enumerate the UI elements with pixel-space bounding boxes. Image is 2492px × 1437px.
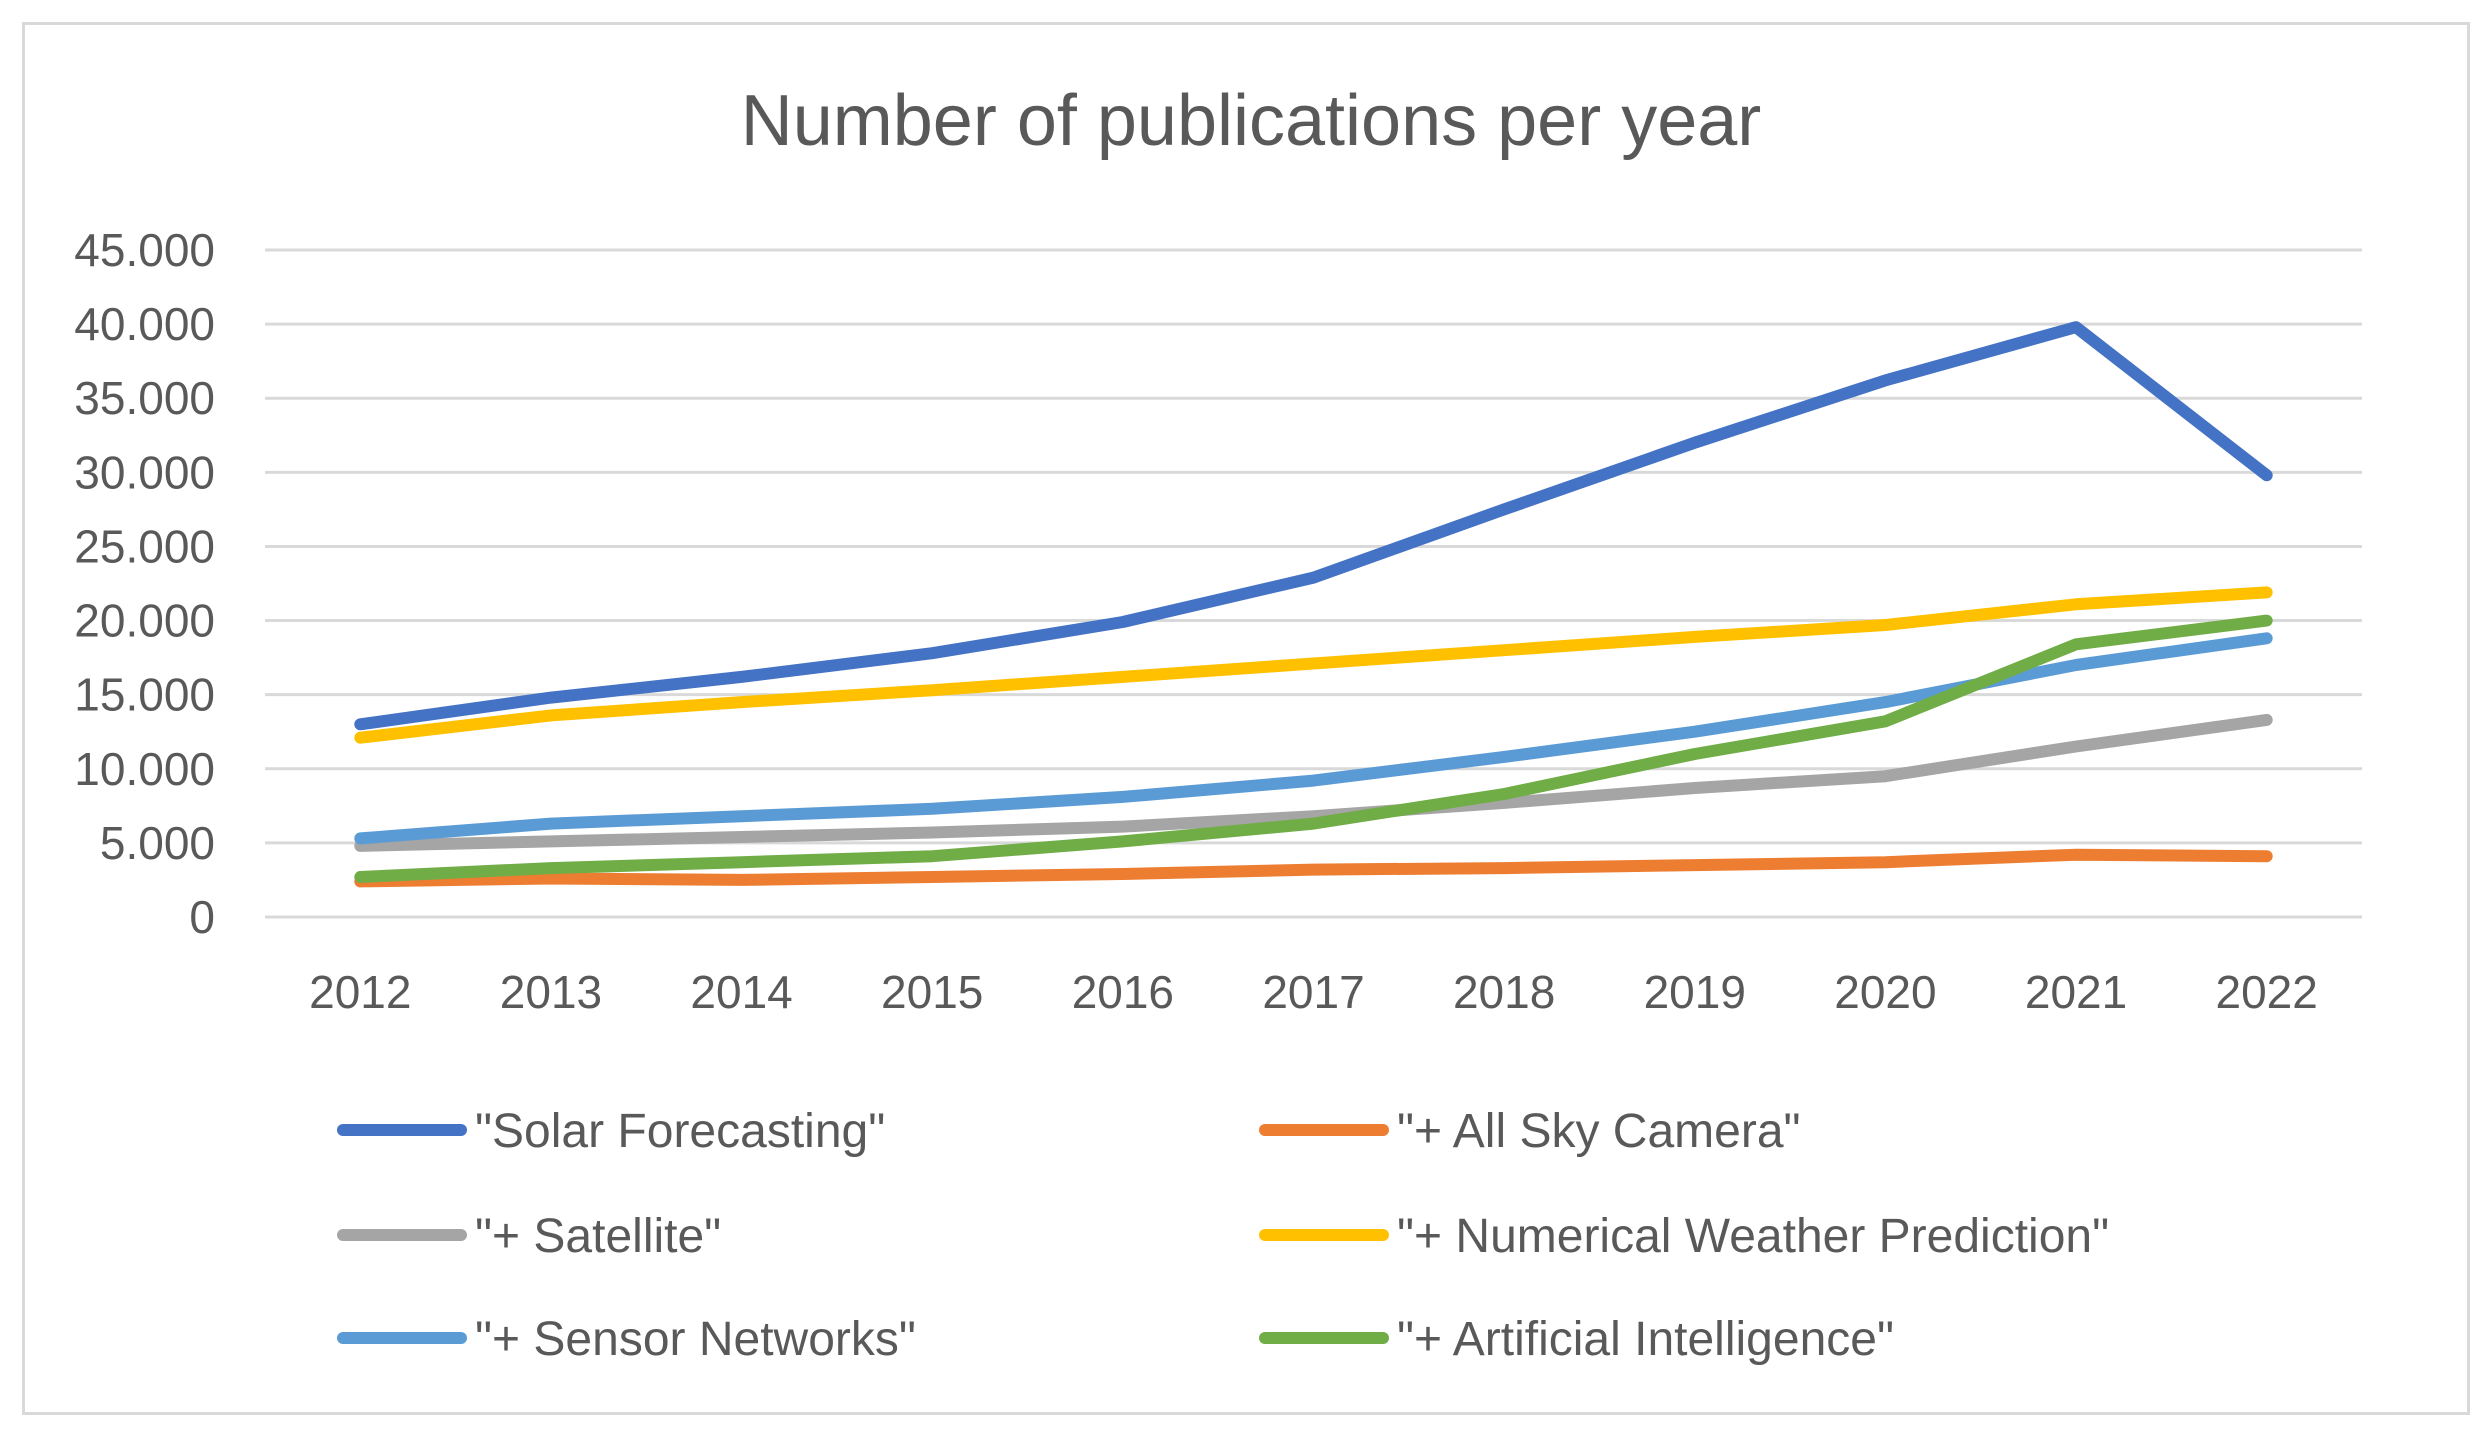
series-line-3 [354, 713, 2273, 852]
x-tick-label: 2014 [690, 966, 792, 1018]
legend-label: "+ Sensor Networks" [475, 1313, 916, 1366]
series-line-2 [354, 848, 2273, 888]
series-line-1 [354, 321, 2273, 731]
x-tick-label: 2016 [1072, 966, 1174, 1018]
series-line-4 [354, 586, 2273, 744]
x-tick-label: 2022 [2216, 966, 2318, 1018]
legend-label: "+ Satellite" [475, 1210, 721, 1263]
y-tick-label: 20.000 [74, 595, 215, 647]
x-tick-label: 2012 [309, 966, 411, 1018]
series-lines [354, 321, 2273, 888]
x-tick-label: 2019 [1644, 966, 1746, 1018]
chart-title: Number of publications per year [741, 81, 1762, 161]
x-tick-label: 2017 [1262, 966, 1364, 1018]
legend-label: "+ All Sky Camera" [1397, 1105, 1801, 1158]
x-tick-label: 2018 [1453, 966, 1555, 1018]
x-tick-label: 2013 [500, 966, 602, 1018]
line-chart: Number of publications per year 0 5.000 10… [74, 81, 2362, 1366]
y-tick-label: 40.000 [74, 298, 215, 350]
legend-label: "+ Numerical Weather Prediction" [1397, 1210, 2109, 1263]
y-tick-label: 45.000 [74, 224, 215, 276]
y-tick-label: 35.000 [74, 372, 215, 424]
series-line-6 [354, 614, 2273, 883]
legend: "Solar Forecasting" "+ All Sky Camera" "+ … [337, 1105, 2109, 1366]
y-axis-ticks: 0 5.000 10.000 15.000 20.000 25.000 30.000 35.0… [74, 224, 215, 943]
x-tick-label: 2021 [2025, 966, 2127, 1018]
legend-label: "+ Artificial Intelligence" [1397, 1313, 1894, 1366]
legend-label: "Solar Forecasting" [475, 1105, 885, 1158]
y-tick-label: 15.000 [74, 669, 215, 721]
x-tick-label: 2015 [881, 966, 983, 1018]
chart-frame: Number of publications per year 0 5.000 10… [22, 22, 2470, 1415]
y-tick-label: 25.000 [74, 520, 215, 572]
x-axis-ticks: 2012 2013 2014 2015 2016 2017 2018 2019 2020 2021… [309, 966, 2318, 1018]
x-tick-label: 2020 [1834, 966, 1936, 1018]
y-tick-label: 30.000 [74, 446, 215, 498]
y-tick-label: 10.000 [74, 743, 215, 795]
y-tick-label: 0 [189, 891, 215, 943]
y-tick-label: 5.000 [100, 817, 215, 869]
